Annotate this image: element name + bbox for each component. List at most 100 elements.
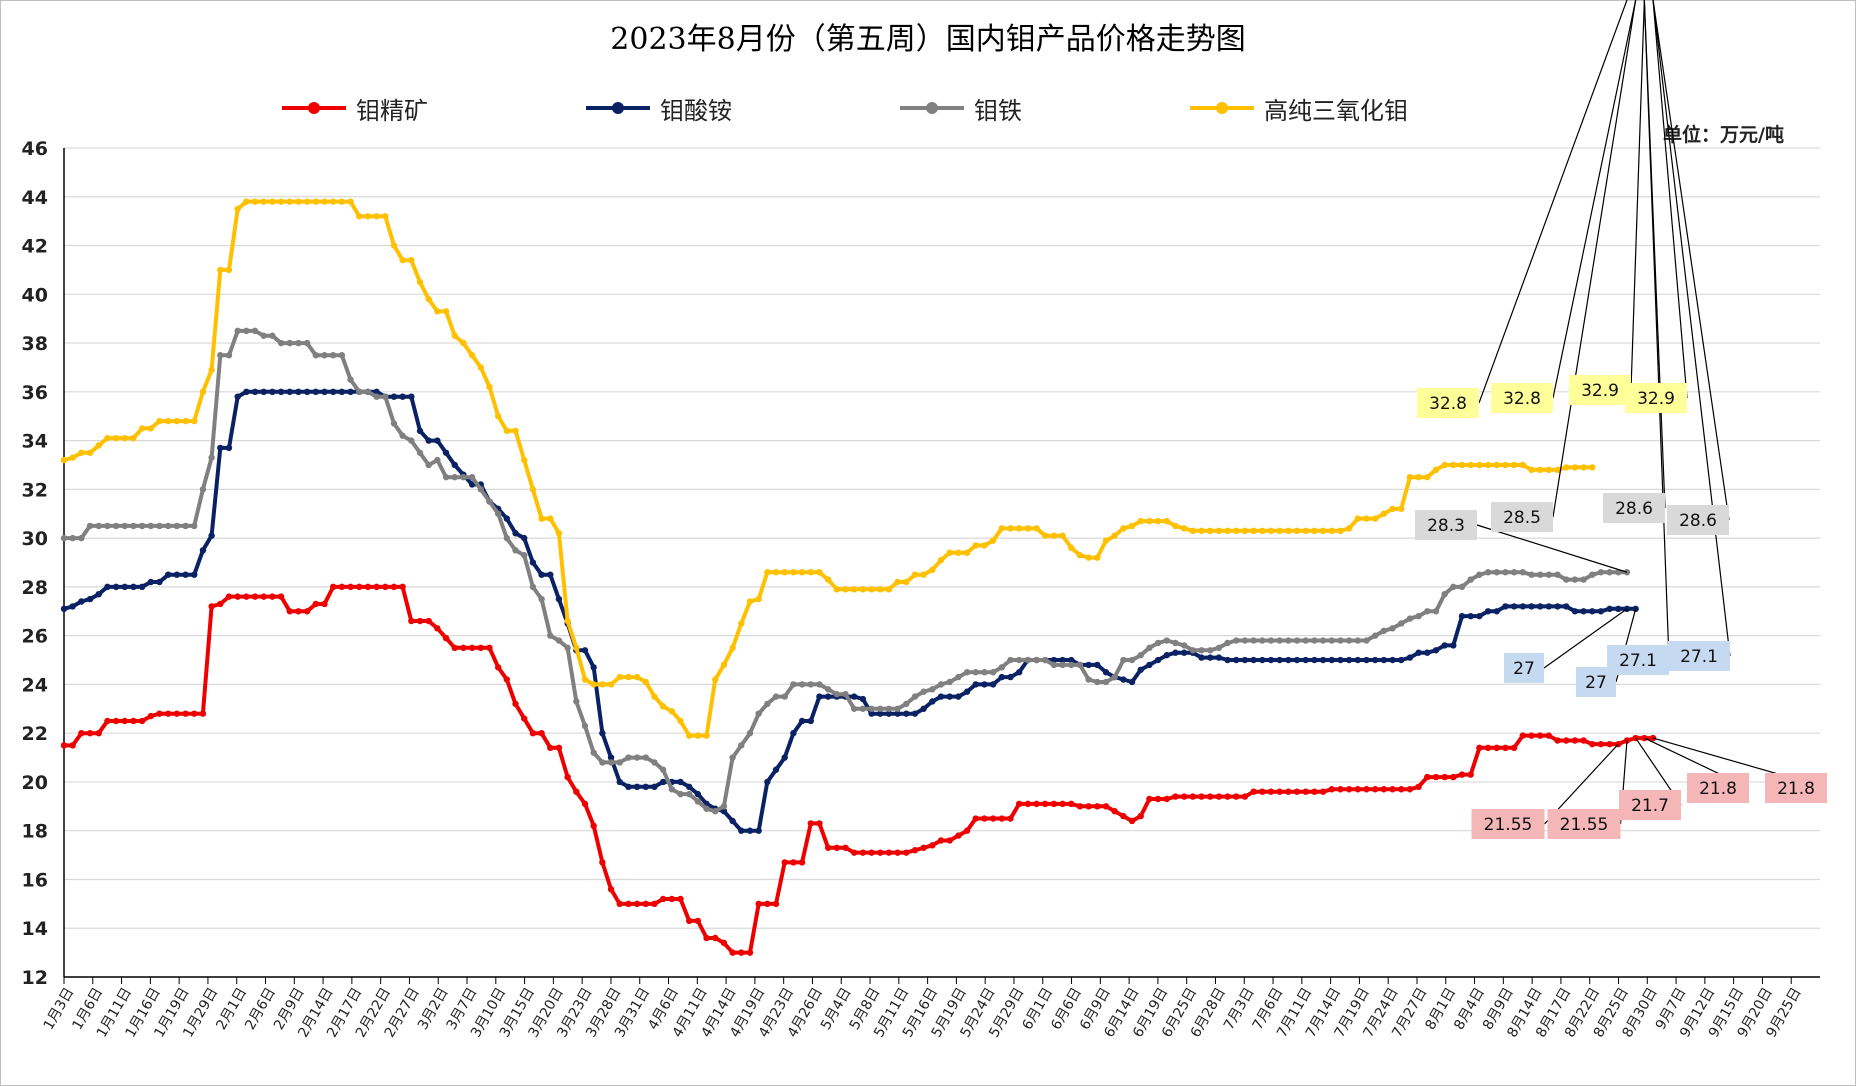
callout-box — [1547, 809, 1621, 839]
data-point-moly-oxide — [364, 213, 372, 220]
data-point-moly-concentrate — [859, 849, 867, 856]
data-point-ammonium-molybdate — [243, 388, 250, 396]
data-point-ammonium-molybdate — [677, 778, 684, 786]
data-point-ammonium-molybdate — [781, 754, 788, 761]
data-point-ammonium-molybdate — [1519, 603, 1526, 610]
data-point-moly-oxide — [199, 388, 207, 396]
data-point-ferromolybdenum — [1120, 656, 1127, 664]
data-point-moly-concentrate — [807, 820, 814, 827]
data-point-ferromolybdenum — [1267, 637, 1275, 644]
data-point-ferromolybdenum — [234, 327, 241, 335]
data-point-moly-concentrate — [191, 710, 198, 717]
data-point-ammonium-molybdate — [1606, 605, 1613, 613]
data-point-moly-oxide — [191, 417, 198, 425]
y-tick-label: 14 — [22, 918, 48, 940]
data-point-moly-concentrate — [529, 729, 537, 737]
data-point-ammonium-molybdate — [1094, 661, 1101, 669]
data-point-moly-oxide — [590, 681, 597, 688]
data-label: 21.8 — [1777, 779, 1815, 799]
data-point-ammonium-molybdate — [1015, 669, 1023, 676]
data-point-ammonium-molybdate — [616, 778, 623, 786]
data-point-ferromolybdenum — [112, 522, 120, 530]
data-label: 21.7 — [1631, 796, 1669, 816]
y-tick-label: 34 — [22, 431, 48, 453]
data-point-moly-oxide — [460, 339, 467, 347]
data-point-moly-oxide — [1007, 525, 1014, 532]
data-point-ferromolybdenum — [1563, 576, 1570, 583]
data-point-ferromolybdenum — [694, 798, 702, 805]
data-point-ammonium-molybdate — [1059, 656, 1066, 664]
data-point-moly-concentrate — [1571, 737, 1579, 744]
data-point-moly-concentrate — [1589, 740, 1596, 748]
data-point-ferromolybdenum — [95, 522, 102, 530]
data-point-moly-oxide — [998, 525, 1005, 532]
data-point-ammonium-molybdate — [937, 693, 945, 700]
data-point-moly-concentrate — [1241, 793, 1249, 800]
data-point-ferromolybdenum — [903, 700, 910, 708]
data-point-moly-concentrate — [199, 710, 207, 717]
data-point-moly-concentrate — [1146, 795, 1153, 803]
data-point-moly-concentrate — [1111, 808, 1118, 815]
data-point-moly-oxide — [1432, 466, 1440, 474]
data-point-ammonium-molybdate — [1172, 649, 1179, 656]
data-point-ammonium-molybdate — [963, 688, 971, 695]
data-point-ammonium-molybdate — [903, 710, 910, 717]
y-tick-label: 44 — [22, 187, 48, 209]
data-point-ferromolybdenum — [521, 551, 528, 559]
data-point-moly-oxide — [1424, 473, 1431, 481]
data-point-ferromolybdenum — [1146, 644, 1153, 652]
callout-leader — [1552, 0, 1637, 518]
data-point-ammonium-molybdate — [1233, 656, 1240, 664]
data-point-moly-oxide — [1189, 527, 1197, 535]
data-point-moly-oxide — [408, 256, 415, 264]
data-point-ammonium-molybdate — [1415, 649, 1422, 656]
data-point-ferromolybdenum — [677, 790, 684, 798]
data-point-moly-oxide — [668, 708, 676, 715]
data-point-ferromolybdenum — [1580, 576, 1587, 583]
data-point-ferromolybdenum — [1311, 637, 1318, 644]
data-point-moly-oxide — [251, 198, 259, 205]
data-label: 28.5 — [1503, 508, 1541, 528]
data-point-moly-concentrate — [1441, 773, 1448, 781]
data-point-moly-concentrate — [642, 900, 649, 908]
data-point-ammonium-molybdate — [1068, 656, 1075, 664]
y-tick-label: 26 — [22, 626, 48, 648]
data-point-ferromolybdenum — [390, 420, 398, 427]
data-point-moly-concentrate — [269, 593, 276, 600]
data-point-moly-concentrate — [877, 849, 884, 856]
data-point-ferromolybdenum — [1259, 637, 1266, 644]
data-point-moly-concentrate — [903, 849, 910, 856]
data-point-moly-oxide — [1450, 461, 1457, 469]
data-point-ammonium-molybdate — [521, 534, 528, 542]
data-point-ferromolybdenum — [1111, 673, 1118, 681]
data-point-moly-concentrate — [1154, 795, 1162, 803]
data-point-moly-oxide — [234, 205, 241, 213]
data-point-ammonium-molybdate — [425, 437, 432, 444]
data-point-moly-oxide — [69, 454, 76, 461]
data-point-ferromolybdenum — [807, 681, 814, 688]
data-point-moly-oxide — [946, 549, 953, 556]
data-point-ferromolybdenum — [1233, 637, 1240, 644]
data-point-ferromolybdenum — [1528, 571, 1535, 578]
data-point-ammonium-molybdate — [894, 710, 901, 717]
data-point-ferromolybdenum — [1545, 571, 1553, 578]
data-point-ferromolybdenum — [659, 766, 667, 773]
data-point-ammonium-molybdate — [807, 717, 814, 725]
data-point-ferromolybdenum — [1302, 637, 1309, 644]
data-point-moly-concentrate — [955, 832, 962, 839]
data-point-ammonium-molybdate — [416, 427, 424, 435]
data-point-ferromolybdenum — [1076, 661, 1084, 669]
data-point-ferromolybdenum — [434, 456, 441, 464]
data-point-moly-oxide — [208, 366, 215, 374]
legend-label-ammonium-molybdate: 钼酸铵 — [660, 96, 732, 125]
data-point-ammonium-molybdate — [1632, 605, 1639, 613]
data-point-ferromolybdenum — [824, 686, 832, 693]
data-point-ferromolybdenum — [312, 352, 320, 359]
data-point-moly-oxide — [295, 198, 302, 205]
data-point-ammonium-molybdate — [1476, 612, 1483, 620]
data-point-moly-oxide — [850, 586, 858, 593]
data-point-moly-concentrate — [911, 847, 919, 854]
data-point-ferromolybdenum — [764, 700, 771, 708]
data-point-moly-concentrate — [399, 583, 406, 591]
data-point-moly-concentrate — [998, 815, 1005, 822]
